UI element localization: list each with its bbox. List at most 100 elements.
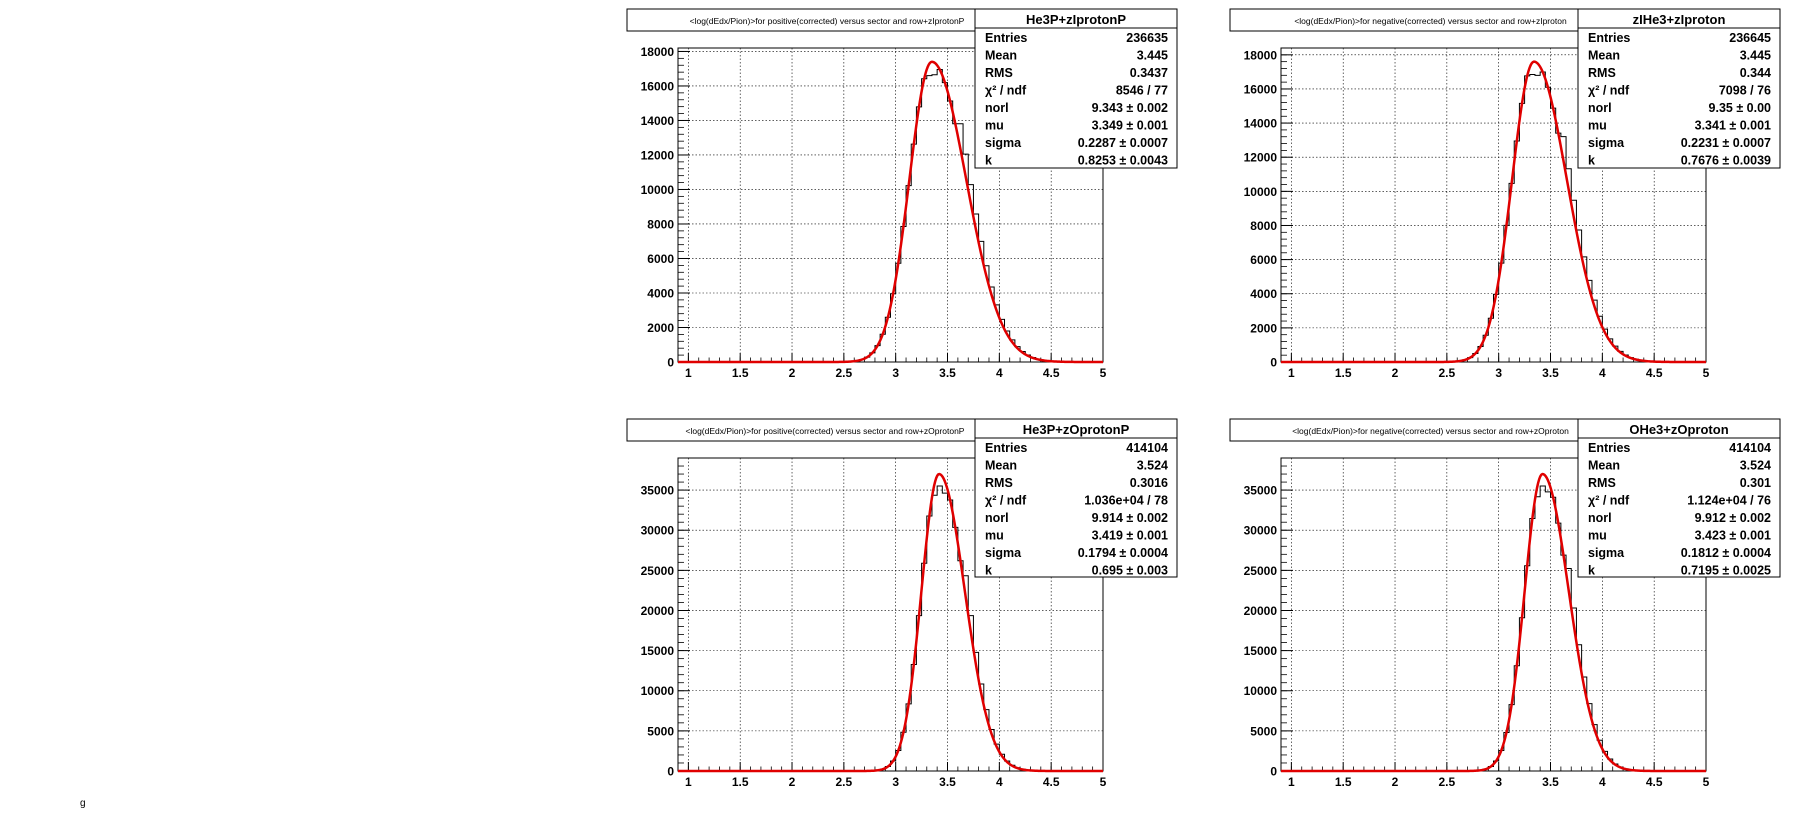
y-tick-label: 4000	[1250, 287, 1277, 301]
y-tick-label: 0	[1270, 765, 1277, 779]
stats-row-value: 9.912 ± 0.002	[1695, 511, 1771, 525]
stats-box-frame	[974, 8, 1178, 169]
y-tick-label: 6000	[1250, 253, 1277, 267]
y-tick-label: 15000	[641, 644, 675, 658]
stats-box-frame	[1577, 8, 1781, 169]
y-tick-label: 10000	[1244, 684, 1278, 698]
stats-row-label: Entries	[985, 441, 1027, 455]
x-tick-label: 4.5	[1646, 366, 1663, 380]
stats-row-label: sigma	[985, 136, 1022, 150]
stats-row-label: sigma	[1588, 136, 1625, 150]
y-tick-label: 2000	[1250, 321, 1277, 335]
stats-row-label: k	[985, 564, 992, 578]
stats-row-value: 9.35 ± 0.00	[1709, 101, 1772, 115]
y-tick-label: 20000	[641, 604, 675, 618]
stats-row-value: 0.1794 ± 0.0004	[1078, 546, 1168, 560]
x-tick-label: 1	[685, 366, 692, 380]
plot-frame	[1280, 457, 1707, 772]
chart-title: <log(dEdx/Pion)>for positive(corrected) …	[686, 426, 965, 436]
y-tick-label: 30000	[1244, 524, 1278, 538]
stats-row-label: χ² / ndf	[1588, 494, 1630, 508]
y-tick-label: 25000	[641, 564, 675, 578]
stats-row-label: sigma	[985, 546, 1022, 560]
fit-curve	[678, 60, 1103, 364]
stats-row-value: 3.445	[1137, 49, 1168, 63]
y-tick-label: 2000	[647, 321, 674, 335]
y-tick-label: 35000	[641, 484, 675, 498]
y-tick-label: 8000	[1250, 219, 1277, 233]
stats-row-value: 236635	[1126, 31, 1168, 45]
y-tick-label: 10000	[641, 183, 675, 197]
y-tick-label: 8000	[647, 217, 674, 231]
y-tick-label: 6000	[647, 252, 674, 266]
stats-row-value: 0.2231 ± 0.0007	[1681, 136, 1771, 150]
chart-title: <log(dEdx/Pion)>for negative(corrected) …	[1292, 426, 1569, 436]
x-tick-label: 5	[1703, 366, 1710, 380]
stats-row-value: 0.7676 ± 0.0039	[1681, 154, 1771, 168]
stats-row-label: mu	[985, 529, 1004, 543]
x-tick-label: 2	[1392, 775, 1399, 789]
stats-box: He3P+zOprotonP Entries 414104 Mean 3.524 RMS 0…	[974, 418, 1178, 578]
stats-row-value: 9.343 ± 0.002	[1092, 101, 1168, 115]
stats-row-label: RMS	[985, 66, 1013, 80]
y-tick-label: 12000	[641, 148, 675, 162]
x-tick-label: 4.5	[1043, 775, 1060, 789]
stats-row-value: 3.445	[1740, 49, 1771, 63]
stats-row-label: norl	[1588, 101, 1612, 115]
fit-curve	[1281, 60, 1706, 364]
fit-curve	[1281, 472, 1706, 773]
y-tick-label: 5000	[1250, 724, 1277, 738]
stats-row-value: 0.301	[1740, 476, 1771, 490]
stats-row-label: RMS	[1588, 476, 1616, 490]
y-tick-label: 16000	[1244, 82, 1278, 96]
stats-row-value: 0.7195 ± 0.0025	[1681, 564, 1771, 578]
x-tick-label: 1.5	[1335, 366, 1352, 380]
stats-row-value: 0.344	[1740, 66, 1771, 80]
x-tick-label: 5	[1100, 366, 1107, 380]
chart-panel-4: 1 1.5 2 2.5 3 3.5 4 4.5 5 0 5000 10000 15000 20000 250…	[1229, 418, 1781, 789]
x-tick-label: 2.5	[836, 366, 853, 380]
stats-row-label: mu	[1588, 119, 1607, 133]
stats-box: OHe3+zOproton Entries 414104 Mean 3.524 RMS 0.…	[1577, 418, 1781, 578]
stats-row-value: 9.914 ± 0.002	[1092, 511, 1168, 525]
stats-row-label: Entries	[1588, 31, 1630, 45]
y-axis: 0 2000 4000 6000 8000 10000 12000 14000 16000 180…	[1244, 47, 1706, 370]
stats-row-label: norl	[985, 101, 1009, 115]
plot-frame	[677, 47, 1104, 363]
x-tick-label: 3.5	[1542, 366, 1559, 380]
x-tick-label: 1.5	[1335, 775, 1352, 789]
x-tick-label: 4	[996, 775, 1003, 789]
x-tick-label: 2.5	[1439, 775, 1456, 789]
stats-row-value: 3.349 ± 0.001	[1092, 119, 1168, 133]
stats-row-value: 0.2287 ± 0.0007	[1078, 136, 1168, 150]
x-tick-label: 2	[789, 366, 796, 380]
stats-row-label: k	[985, 154, 992, 168]
stats-row-value: 0.695 ± 0.003	[1092, 564, 1168, 578]
stats-row-label: χ² / ndf	[985, 494, 1027, 508]
y-tick-label: 20000	[1244, 604, 1278, 618]
y-tick-label: 4000	[647, 286, 674, 300]
chart-title: <log(dEdx/Pion)>for negative(corrected) …	[1294, 16, 1567, 26]
x-tick-label: 3.5	[1542, 775, 1559, 789]
stats-row-label: Mean	[985, 49, 1017, 63]
x-tick-label: 4	[1599, 775, 1606, 789]
x-tick-label: 2.5	[836, 775, 853, 789]
chart-panel-1: 1 1.5 2 2.5 3 3.5 4 4.5 5 0 2000 4000 6000 8000 10000 1…	[626, 8, 1178, 380]
stats-row-label: RMS	[985, 476, 1013, 490]
x-tick-label: 3	[1495, 775, 1502, 789]
y-tick-label: 35000	[1244, 484, 1278, 498]
corner-mark: g	[80, 798, 86, 809]
x-tick-label: 3	[892, 366, 899, 380]
stats-row-value: 0.1812 ± 0.0004	[1681, 546, 1771, 560]
stats-row-value: 0.3016	[1130, 476, 1168, 490]
stats-name: zIHe3+zIproton	[1633, 12, 1726, 27]
x-tick-label: 5	[1703, 775, 1710, 789]
stats-row-value: 3.524	[1740, 459, 1771, 473]
x-tick-label: 1	[1288, 366, 1295, 380]
x-tick-label: 4	[996, 366, 1003, 380]
x-tick-label: 1	[1288, 775, 1295, 789]
stats-row-value: 0.8253 ± 0.0043	[1078, 154, 1168, 168]
stats-row-value: 3.341 ± 0.001	[1695, 119, 1771, 133]
y-axis: 0 2000 4000 6000 8000 10000 12000 14000 16000 180…	[641, 45, 1103, 370]
